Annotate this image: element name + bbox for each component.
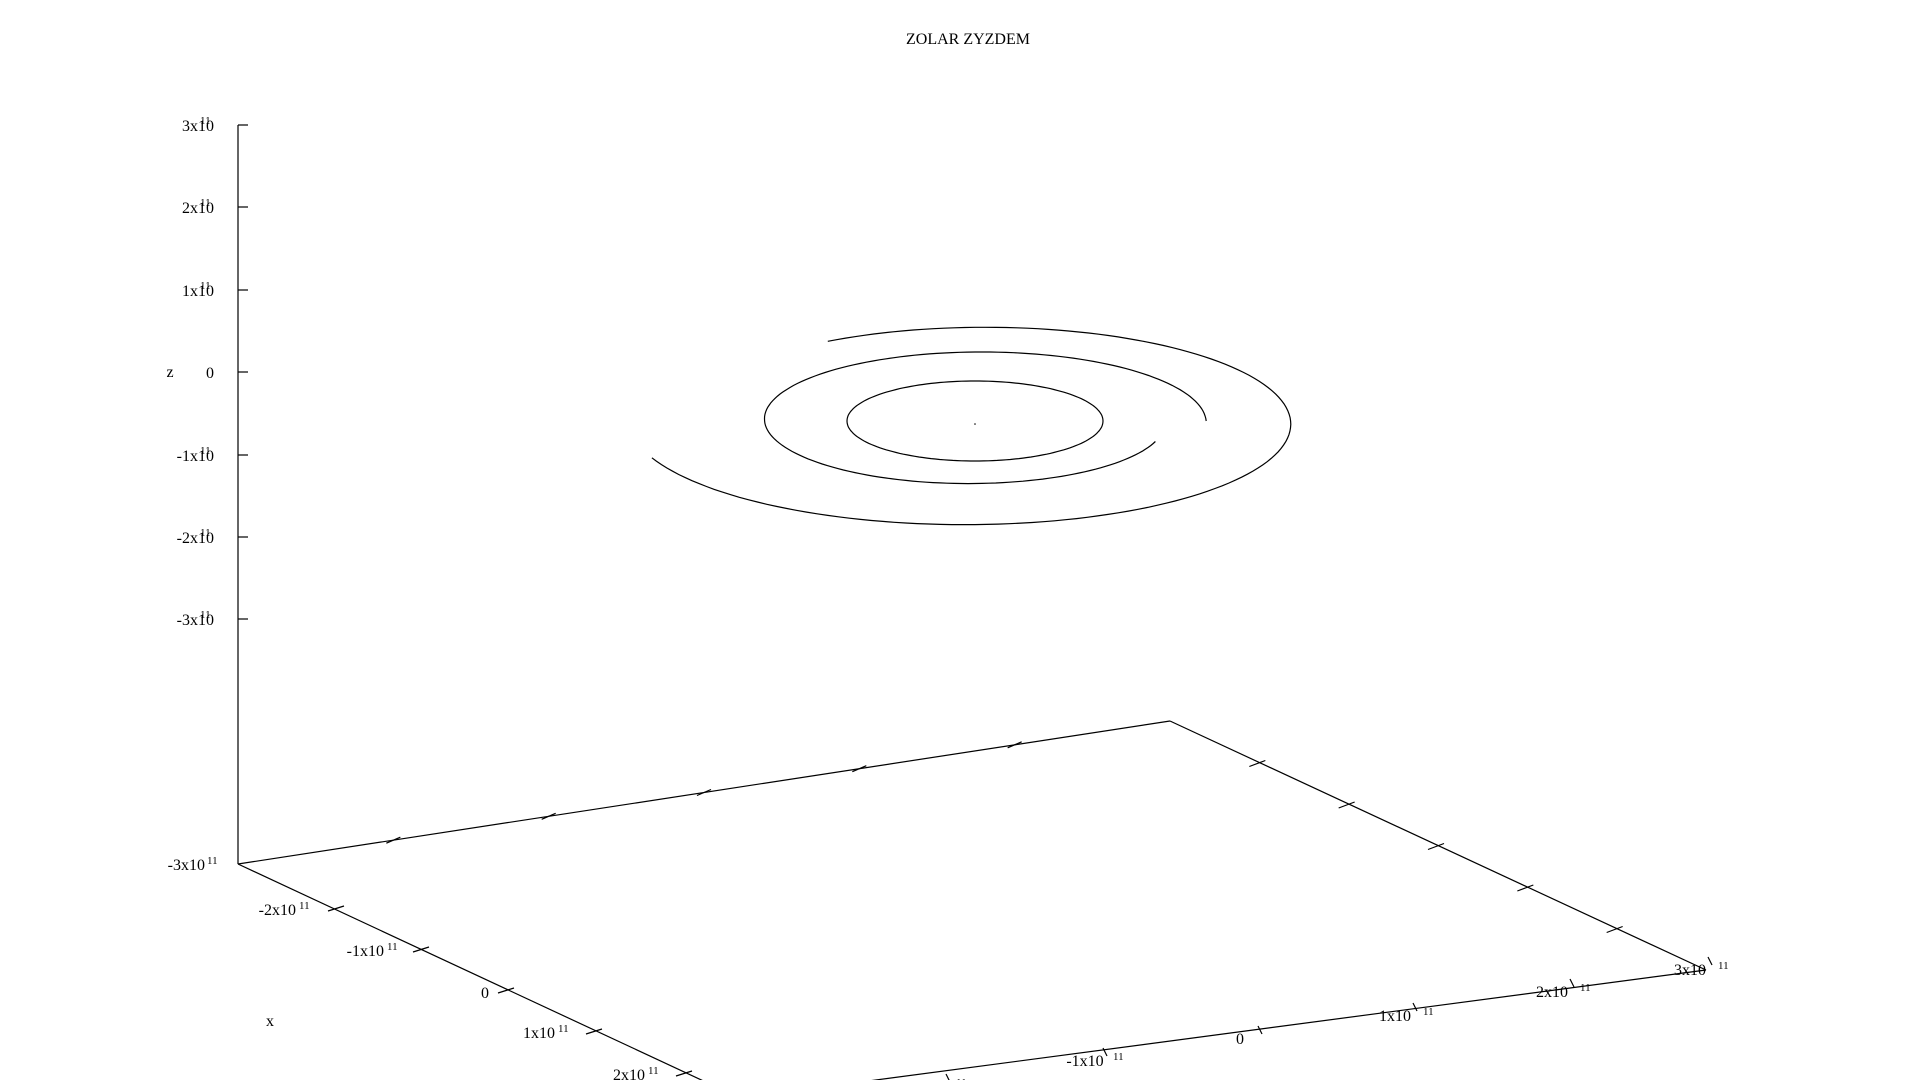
x-tick	[585, 1028, 603, 1035]
z-tick-exponent: 11	[200, 445, 211, 457]
y-tick	[945, 1073, 950, 1080]
y-tick	[1102, 1047, 1108, 1057]
z-tick-exponent: 11	[200, 527, 211, 539]
x-tick	[412, 946, 430, 953]
y-tick-exponent: 11	[1423, 1006, 1434, 1018]
z-tick-label: 0	[206, 365, 214, 382]
back-edge-tick	[1007, 741, 1022, 749]
z-tick-label: 1x10	[182, 283, 214, 300]
x-tick-exponent: 11	[387, 941, 398, 953]
back-edge-tick	[696, 788, 712, 797]
orbit-line-1	[846, 380, 1104, 462]
base-corner-exponent: 11	[207, 855, 218, 867]
z-tick-exponent: 11	[200, 609, 211, 621]
plot-axes	[237, 125, 1707, 1080]
back-edge-tick	[852, 765, 867, 773]
z-tick-label: -2x10	[177, 530, 214, 547]
z-tick-label: -1x10	[177, 448, 214, 465]
x-tick-exponent: 11	[299, 900, 310, 912]
x-tick-label: 1x10	[523, 1025, 555, 1042]
tick-marks	[238, 124, 1713, 1080]
y-tick-label: 1x10	[1379, 1008, 1411, 1025]
chart-title: ZOLAR ZYZDEM	[906, 31, 1030, 48]
back-edge-tick	[386, 836, 401, 844]
y-tick	[1412, 1002, 1418, 1012]
z-tick-label: -3x10	[177, 612, 214, 629]
z-axis-label: z	[166, 364, 173, 381]
x-tick-label: 0	[481, 985, 489, 1002]
orbit-line-2	[763, 351, 1207, 485]
y-tick-exponent: 11	[1580, 982, 1591, 994]
right-edge-tick	[1606, 925, 1623, 934]
right-edge-tick	[1338, 801, 1355, 809]
x-tick-label: -2x10	[259, 902, 296, 919]
back-edge-tick	[541, 812, 556, 820]
sun-point	[974, 423, 976, 425]
x-tick-label: -1x10	[347, 943, 384, 960]
x-tick-label: 2x10	[613, 1067, 645, 1080]
y-tick	[1257, 1025, 1263, 1035]
x-axis-line	[237, 863, 703, 1080]
z-tick-label: 2x10	[182, 200, 214, 217]
right-edge-tick	[1517, 884, 1534, 892]
y-tick-exponent: 11	[956, 1077, 967, 1080]
x-axis-label: x	[266, 1013, 274, 1030]
y-axis-line	[871, 969, 1707, 1080]
y-tick-exponent: 11	[1718, 960, 1729, 972]
y-tick	[1569, 978, 1575, 988]
orbit-line-3	[651, 326, 1292, 526]
y-tick-label: 2x10	[1536, 984, 1568, 1001]
x-tick-exponent: 11	[648, 1065, 659, 1077]
y-tick-label: 3x10	[1674, 962, 1706, 979]
tick-labels: 3x10112x10111x10110-1x1011-2x1011-3x1011…	[168, 115, 1729, 1080]
z-tick-exponent: 11	[200, 197, 211, 209]
right-edge-tick	[1427, 842, 1445, 851]
z-tick-exponent: 11	[200, 280, 211, 292]
x-tick-exponent: 11	[558, 1023, 569, 1035]
x-tick	[497, 987, 515, 994]
x-tick	[675, 1070, 693, 1077]
z-tick-label: 3x10	[182, 118, 214, 135]
y-tick	[1707, 956, 1713, 966]
z-tick-exponent: 11	[200, 115, 211, 127]
right-edge-tick	[1249, 759, 1266, 768]
x-tick	[327, 905, 345, 912]
orbit-series	[651, 326, 1292, 526]
base-corner-label: -3x10	[168, 857, 205, 874]
y-tick-exponent: 11	[1113, 1051, 1124, 1063]
y-tick-label: -1x10	[1066, 1053, 1103, 1070]
y-tick-label: 0	[1236, 1031, 1244, 1048]
